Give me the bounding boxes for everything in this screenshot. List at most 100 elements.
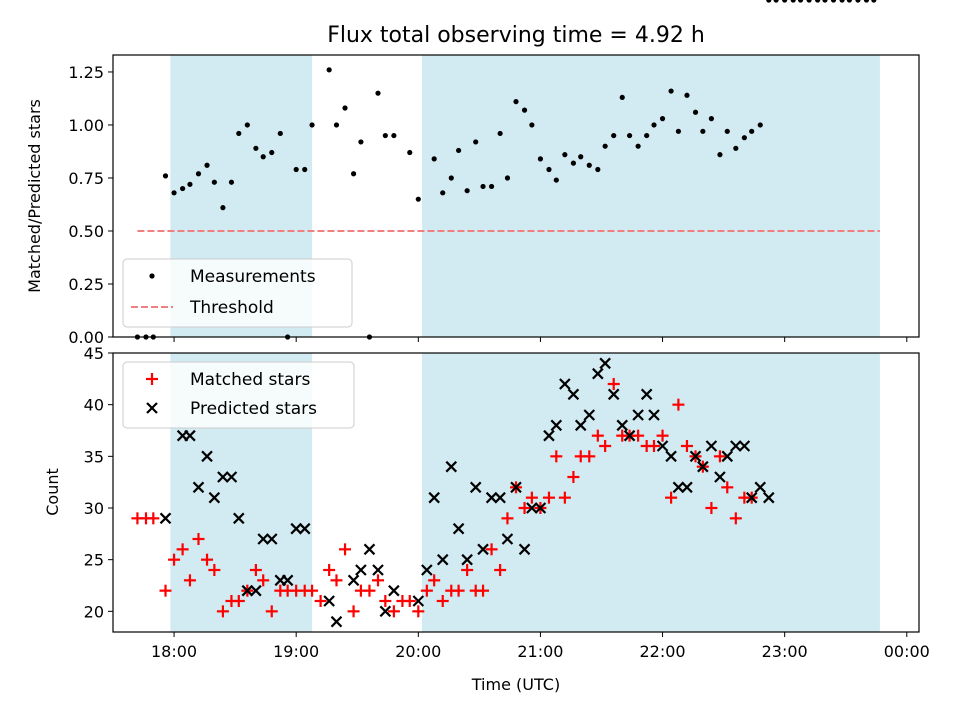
measurement-point (407, 149, 413, 156)
predicted-point (754, 481, 767, 494)
measurement-point (204, 162, 210, 168)
predicted-point (217, 471, 229, 483)
predicted-point (241, 584, 254, 597)
measurement-point (220, 205, 226, 211)
predicted-point (738, 440, 751, 452)
predicted-point (290, 522, 302, 535)
measurement-point (733, 145, 739, 151)
predicted-point (436, 553, 449, 566)
predicted-point (518, 543, 531, 556)
predicted-point (225, 471, 238, 483)
matched-point (412, 605, 425, 618)
measurement-point (773, 0, 779, 3)
predicted-point (681, 481, 693, 494)
matched-point (501, 512, 514, 525)
predicted-point (233, 512, 245, 525)
measurement-point (692, 109, 699, 115)
bottom-axes-frame (112, 352, 920, 633)
predicted-point (583, 409, 596, 421)
measurement-point (497, 130, 503, 137)
measurement-point (375, 90, 381, 96)
predicted-point (640, 388, 653, 401)
measurement-point (675, 128, 682, 134)
predicted-point (567, 388, 580, 401)
measurement-point (708, 116, 714, 122)
predicted-point (665, 450, 677, 463)
predicted-point (730, 440, 742, 452)
top-shade-interval (421, 55, 880, 337)
measurement-point (171, 190, 177, 196)
predicted-point (494, 491, 506, 504)
matched-point (591, 429, 604, 442)
predicted-point (363, 543, 376, 556)
matched-point (428, 574, 441, 587)
measurement-point (382, 132, 388, 139)
measurement-point (302, 166, 308, 173)
measurement-point (578, 154, 584, 160)
measurement-point (480, 183, 486, 190)
predicted-point (697, 460, 709, 473)
legend-label-threshold: Threshold (189, 298, 274, 318)
measurement-point (766, 0, 772, 3)
measurement-point (513, 99, 519, 105)
x-tick-label: 00:00 (884, 642, 930, 661)
legend-label-measurements: Measurements (190, 267, 316, 287)
measurement-point (260, 154, 266, 160)
predicted-point (469, 481, 482, 494)
measurement-point (553, 177, 559, 183)
predicted-point (485, 491, 498, 504)
matched-point (314, 595, 327, 607)
matched-point (607, 378, 620, 390)
measurement-point (741, 135, 747, 141)
measurement-point (815, 0, 821, 3)
matched-point (420, 584, 433, 597)
predicted-point (648, 409, 660, 421)
matched-point (721, 481, 734, 494)
matched-point (183, 574, 196, 587)
measurement-point (309, 122, 315, 128)
matched-point (347, 605, 360, 618)
predicted-point (281, 574, 294, 587)
matched-point (216, 605, 229, 618)
matched-point (599, 440, 612, 452)
y-tick-label: 30 (84, 499, 104, 518)
measurement-point (644, 132, 650, 139)
top-axes-frame (112, 54, 920, 338)
predicted-point (184, 429, 196, 442)
predicted-point (412, 595, 425, 607)
legend-marker-matched (146, 373, 158, 385)
measurement-point (749, 128, 755, 134)
matched-point (672, 398, 685, 411)
matched-point (363, 584, 376, 597)
y-tick-label: 1.25 (68, 63, 104, 82)
y-tick-label: 0.50 (68, 222, 104, 241)
matched-point (403, 595, 416, 607)
top-panel: 0.00 0.25 0.50 0.75 1.00 1.25 Matched/Predict… (25, 0, 920, 347)
measurement-point (431, 156, 437, 162)
measurement-point (440, 190, 446, 196)
y-tick-label: 0.00 (68, 328, 104, 347)
legend-marker-measurements (149, 273, 155, 279)
bottom-y-axis-label: Count (43, 468, 62, 516)
measurement-point (684, 92, 690, 98)
measurement-point (228, 179, 235, 185)
matched-point (249, 564, 262, 576)
measurement-point (195, 171, 202, 177)
measurement-point (651, 122, 657, 128)
measurement-point (473, 139, 479, 145)
measurement-point (871, 0, 877, 3)
x-tick-label: 19:00 (273, 642, 319, 661)
matched-point (176, 543, 189, 556)
matched-point (201, 553, 214, 566)
measurement-point (782, 0, 788, 3)
x-axis-label: Time (UTC) (471, 675, 560, 694)
matched-point (208, 564, 221, 576)
matched-point (632, 429, 645, 442)
matched-point (713, 450, 726, 463)
predicted-point (347, 574, 360, 587)
bottom-panel: 20 25 30 35 40 45 18:00 19:00 20:00 21:00 22:00 23… (43, 344, 930, 694)
predicted-point (330, 615, 343, 628)
measurement-point (350, 171, 357, 177)
measurement-point (562, 152, 568, 158)
measurement-point (464, 188, 470, 194)
